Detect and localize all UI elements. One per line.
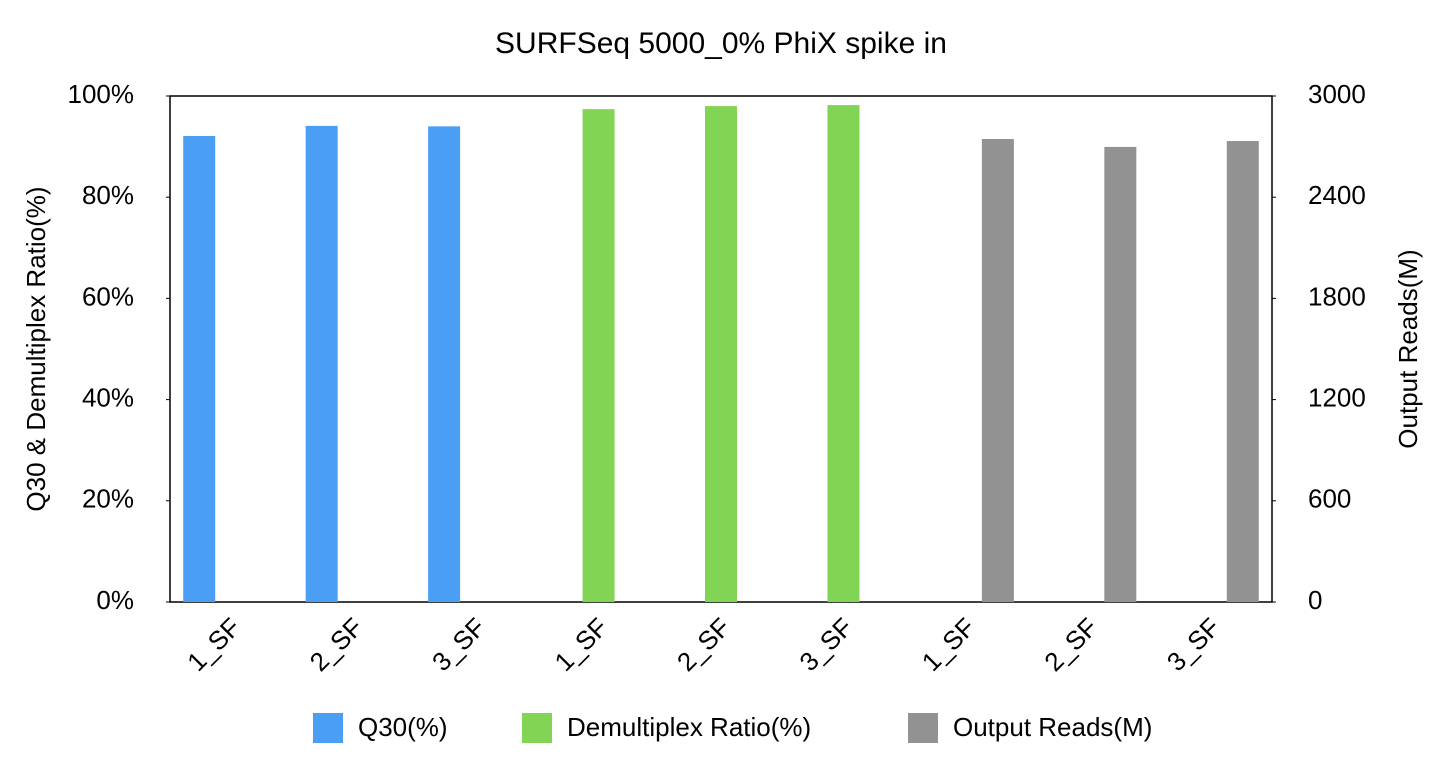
y2-axis-label: Output Reads(M) (1393, 249, 1423, 448)
legend-swatch (313, 713, 343, 743)
y2-tick-label: 3000 (1308, 79, 1366, 109)
x-tick-label: 2_SF (1038, 612, 1103, 677)
y-tick-label: 40% (82, 382, 134, 412)
y-tick-label: 0% (96, 585, 134, 615)
x-tick-label: 3_SF (1161, 612, 1226, 677)
x-tick-label: 2_SF (304, 612, 369, 677)
bar (705, 106, 737, 603)
y-tick-label: 20% (82, 484, 134, 514)
bar (981, 139, 1014, 602)
bar (1226, 141, 1259, 602)
legend-label: Q30(%) (358, 712, 448, 742)
bar (582, 109, 615, 602)
y-axis-label: Q30 & Demultiplex Ratio(%) (21, 186, 51, 511)
chart-title: SURFSeq 5000_0% PhiX spike in (495, 27, 947, 60)
y-tick-label: 60% (82, 281, 134, 311)
bar (428, 126, 461, 603)
y2-tick-label: 0 (1308, 585, 1322, 615)
x-tick-label: 3_SF (793, 612, 858, 677)
x-tick-label: 1_SF (548, 612, 613, 677)
y2-tick-label: 2400 (1308, 180, 1366, 210)
y-tick-label: 100% (68, 79, 135, 109)
y2-tick-label: 600 (1308, 484, 1351, 514)
x-tick-label: 1_SF (181, 612, 246, 677)
x-tick-label: 2_SF (671, 612, 736, 677)
legend-label: Output Reads(M) (953, 712, 1152, 742)
x-tick-label: 3_SF (426, 612, 491, 677)
legend-label: Demultiplex Ratio(%) (567, 712, 811, 742)
bar (827, 105, 860, 602)
y-tick-label: 80% (82, 180, 134, 210)
bar (183, 135, 216, 602)
y2-tick-label: 1800 (1308, 281, 1366, 311)
legend-swatch (908, 713, 938, 743)
x-tick-label: 1_SF (916, 612, 981, 677)
bar (1104, 146, 1137, 603)
bar (305, 125, 338, 602)
legend-swatch (522, 713, 552, 743)
y2-tick-label: 1200 (1308, 382, 1366, 412)
